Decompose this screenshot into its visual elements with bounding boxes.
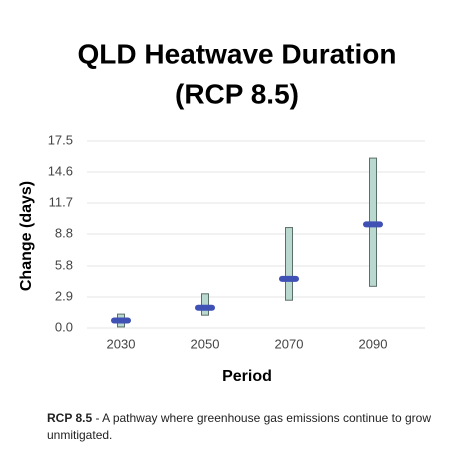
median-marker (279, 275, 299, 282)
footnote: RCP 8.5 - A pathway where greenhouse gas… (47, 410, 437, 444)
range-bar (285, 227, 293, 301)
x-axis-title: Period (222, 368, 272, 385)
x-tick-label: 2070 (275, 336, 304, 351)
y-axis-title: Change (days) (18, 181, 35, 291)
chart-title: QLD Heatwave Duration (78, 38, 397, 69)
footnote-label: RCP 8.5 (47, 411, 93, 425)
x-tick-label: 2030 (107, 336, 136, 351)
range-bar (201, 293, 209, 316)
y-tick-label: 8.8 (55, 225, 73, 240)
footnote-text: - A pathway where greenhouse gas emissio… (47, 411, 432, 442)
y-tick-label: 0.0 (55, 319, 73, 334)
median-marker (363, 221, 383, 228)
x-tick-label: 2090 (359, 336, 388, 351)
y-tick-label: 11.7 (49, 194, 73, 209)
y-tick-label: 14.6 (48, 163, 73, 178)
y-tick-label: 2.9 (55, 288, 73, 303)
x-tick-label: 2050 (191, 336, 220, 351)
median-marker (195, 304, 215, 311)
chart-subtitle: (RCP 8.5) (175, 78, 299, 109)
y-tick-label: 17.5 (48, 132, 73, 147)
median-marker (111, 317, 131, 324)
y-tick-label: 5.8 (55, 257, 73, 272)
